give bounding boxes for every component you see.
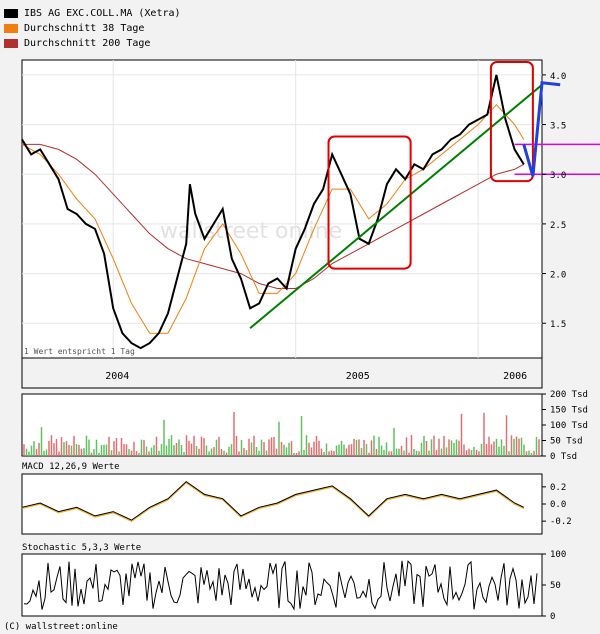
macd-tick-label: 0.0 — [550, 500, 566, 510]
price-tick-label: 2.0 — [550, 271, 566, 281]
price-tick-label: 4.0 — [550, 72, 566, 82]
price-panel — [21, 59, 543, 359]
x-tick-label: 2005 — [346, 371, 370, 382]
ma200-swatch-icon — [4, 39, 18, 48]
legend-item-ma200[interactable]: Durchschnitt 200 Tage — [4, 36, 181, 51]
macd-label: MACD 12,26,9 Werte — [22, 462, 120, 472]
legend-label: IBS AG EXC.COLL.MA (Xetra) — [24, 8, 181, 19]
ma38-line — [21, 103, 525, 334]
stochastic-line — [23, 560, 538, 611]
stoch-tick-label: 100 — [550, 550, 566, 560]
macd-signal-line — [21, 481, 525, 522]
volume-tick-label: 150 Tsd — [550, 406, 588, 416]
price-tick-label: 2.5 — [550, 221, 566, 231]
legend-item-price[interactable]: IBS AG EXC.COLL.MA (Xetra) — [4, 6, 181, 21]
volume-tick-label: 200 Tsd — [550, 390, 588, 400]
stochastic-panel — [21, 553, 543, 617]
volume-tick-label: 100 Tsd — [550, 421, 588, 431]
legend: IBS AG EXC.COLL.MA (Xetra) Durchschnitt … — [4, 6, 181, 51]
price-tick-label: 1.5 — [550, 320, 566, 330]
ma200-line — [22, 143, 525, 289]
forecast-path — [522, 81, 561, 177]
x-axis-band — [21, 357, 543, 389]
price-note: 1 Wert entspricht 1 Tag — [24, 347, 135, 356]
macd-tick-label: -0.2 — [550, 517, 572, 527]
macd-line — [21, 480, 525, 521]
legend-label: Durchschnitt 200 Tage — [24, 38, 151, 49]
volume-tick-label: 0 Tsd — [550, 452, 577, 462]
watermark: wallstreet online — [160, 219, 342, 244]
highlight-box — [489, 60, 534, 183]
price-tick-label: 3.5 — [550, 122, 566, 132]
macd-tick-label: 0.2 — [550, 483, 566, 493]
volume-tick-label: 50 Tsd — [550, 437, 583, 447]
stoch-tick-label: 0 — [550, 612, 555, 622]
price-tick-label: 3.0 — [550, 171, 566, 181]
footer-copyright: (C) wallstreet:online — [4, 622, 118, 632]
ma38-swatch-icon — [4, 24, 18, 33]
legend-item-ma38[interactable]: Durchschnitt 38 Tage — [4, 21, 181, 36]
highlight-box — [327, 135, 412, 270]
price-swatch-icon — [4, 9, 18, 18]
x-tick-label: 2006 — [503, 371, 527, 382]
stoch-tick-label: 50 — [550, 581, 561, 591]
legend-label: Durchschnitt 38 Tage — [24, 23, 145, 34]
x-tick-label: 2004 — [105, 371, 129, 382]
stochastic-label: Stochastic 5,3,3 Werte — [22, 543, 142, 553]
trendline — [249, 84, 543, 329]
price-line — [21, 74, 525, 350]
macd-panel — [21, 473, 543, 535]
